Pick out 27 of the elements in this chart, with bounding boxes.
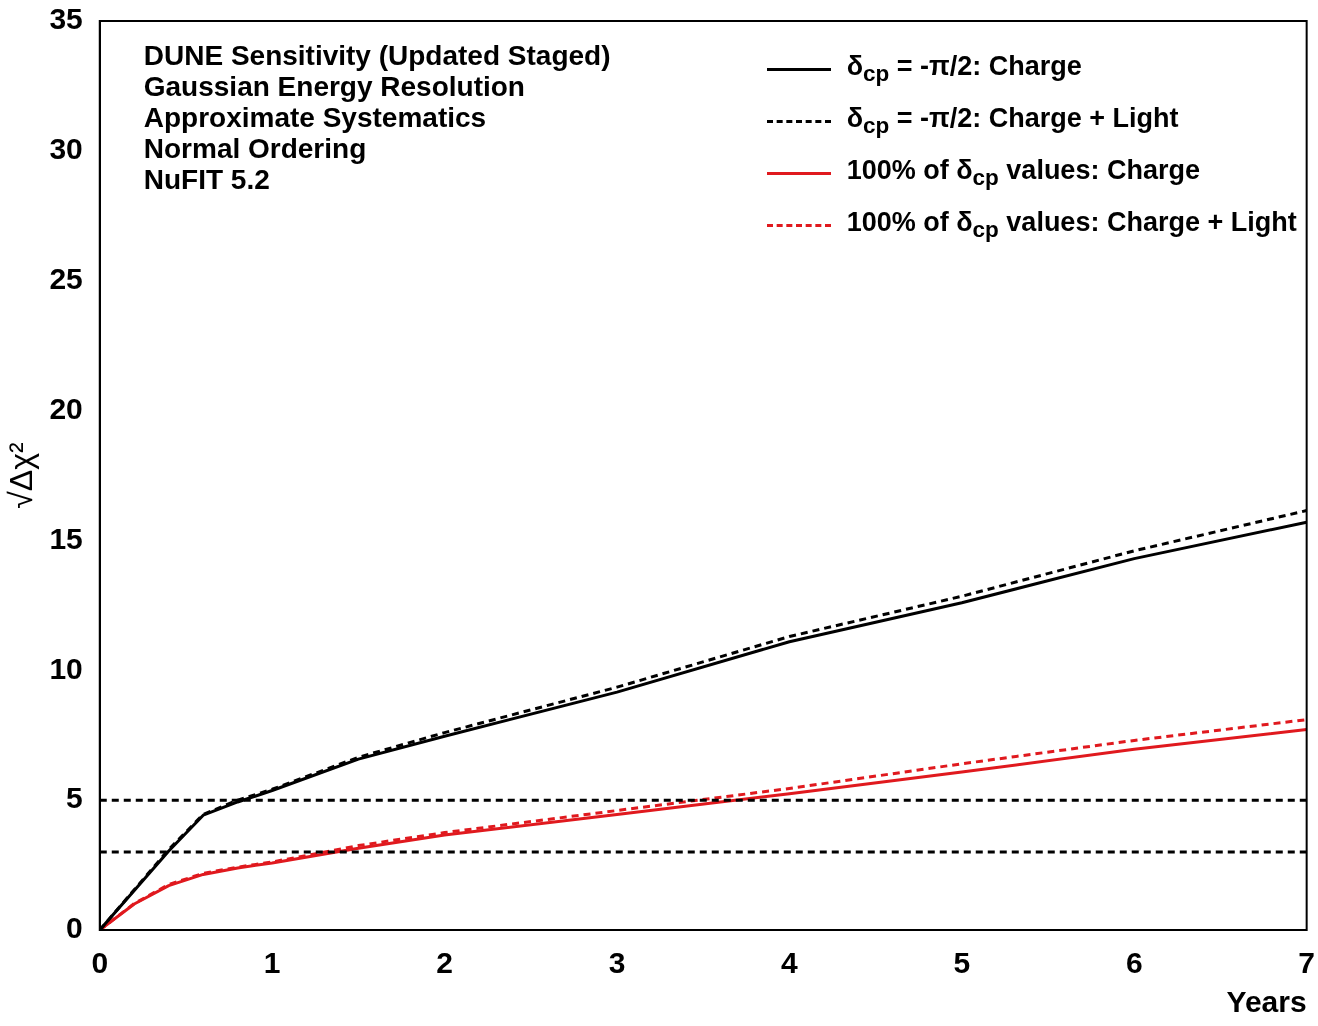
annotation: NuFIT 5.2 bbox=[143, 163, 270, 195]
legend-label: δ$_{cp}$ = -π/2: Charge + Light bbox=[846, 102, 1179, 140]
legend-label: 100% of δ$_{cp}$ values: Charge bbox=[846, 154, 1200, 192]
x-axis-title: Years bbox=[1226, 985, 1307, 1019]
legend-label: 100% of δ$_{cp}$ values: Charge + Light bbox=[846, 206, 1297, 244]
x-tick-label: 1 bbox=[263, 946, 281, 980]
x-tick-label: 6 bbox=[1125, 946, 1143, 980]
annotation: Approximate Systematics bbox=[143, 101, 487, 133]
y-tick-label: 15 bbox=[49, 521, 83, 555]
y-tick-label: 20 bbox=[49, 391, 83, 425]
y-tick-label: 10 bbox=[49, 651, 83, 685]
x-tick-label: 5 bbox=[953, 946, 971, 980]
legend-label: δ$_{cp}$ = -π/2: Charge bbox=[846, 50, 1082, 88]
x-tick-label: 0 bbox=[91, 946, 109, 980]
y-tick-label: 35 bbox=[49, 2, 83, 36]
y-axis-title: √Δχ² bbox=[3, 441, 40, 509]
y-tick-label: 25 bbox=[49, 261, 83, 295]
x-tick-label: 4 bbox=[781, 946, 799, 980]
y-tick-label: 5 bbox=[66, 781, 83, 815]
y-tick-label: 0 bbox=[66, 911, 83, 945]
annotation: Gaussian Energy Resolution bbox=[143, 70, 525, 102]
x-tick-label: 7 bbox=[1298, 946, 1315, 980]
annotation: DUNE Sensitivity (Updated Staged) bbox=[143, 39, 611, 71]
y-tick-label: 30 bbox=[49, 132, 83, 166]
annotation: Normal Ordering bbox=[143, 132, 367, 164]
x-tick-label: 3 bbox=[608, 946, 626, 980]
x-tick-label: 2 bbox=[436, 946, 453, 980]
